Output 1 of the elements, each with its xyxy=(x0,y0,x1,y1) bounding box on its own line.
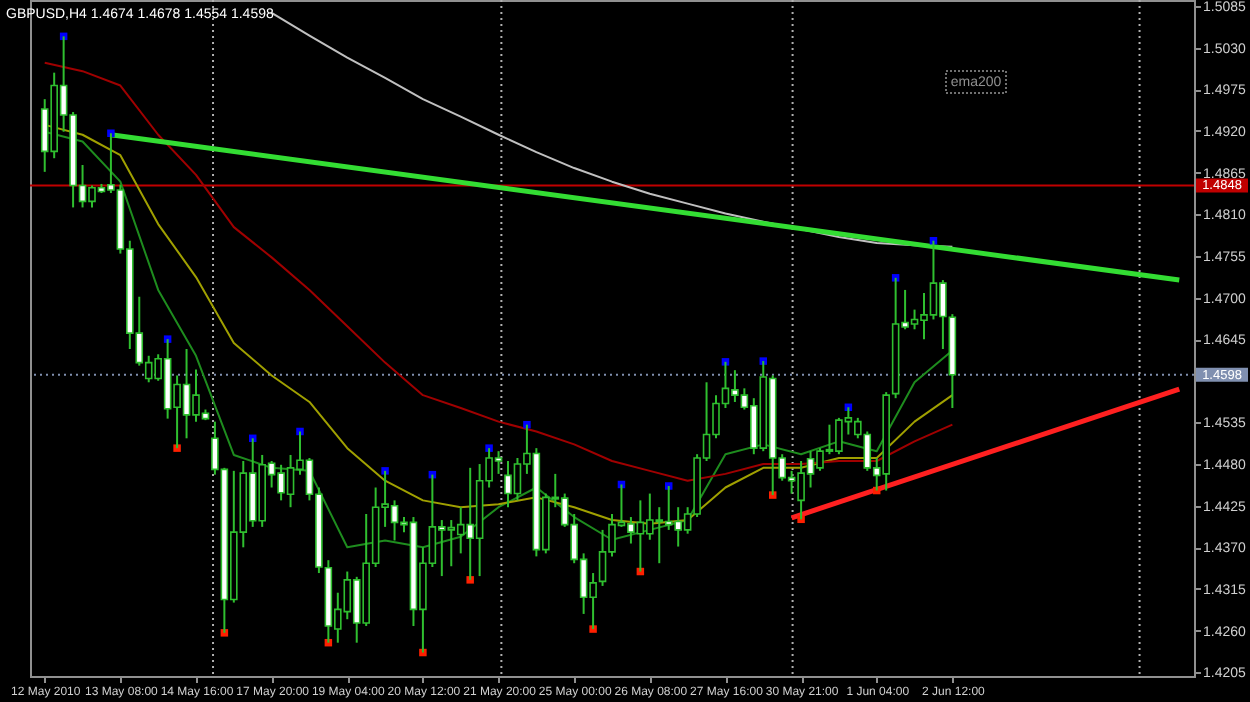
line-series xyxy=(43,61,954,482)
